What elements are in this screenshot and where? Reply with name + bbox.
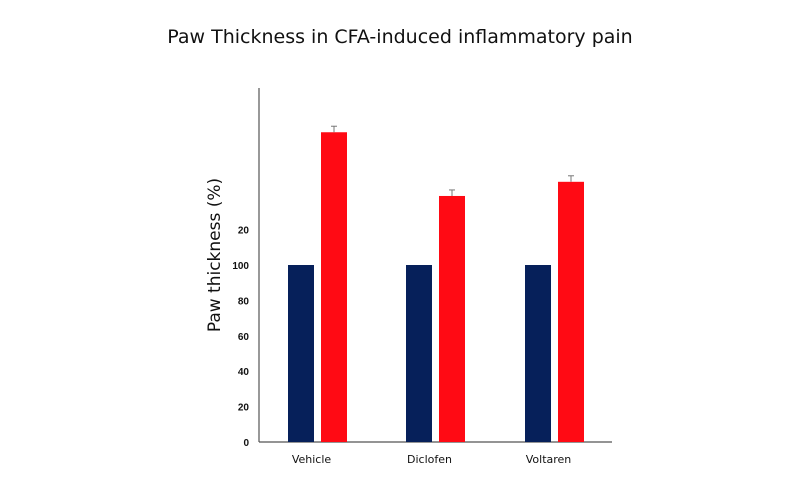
bar-voltaren-series1 [525,265,551,442]
y-tick-label: 20 [238,226,250,237]
bar-vehicle-series2 [321,132,347,442]
y-tick-label: 100 [232,261,249,272]
bar-diclofen-series1 [406,265,432,442]
x-tick-label-voltaren: Voltaren [526,453,572,466]
x-tick-label-diclofen: Diclofen [407,453,452,466]
y-tick-label: 80 [238,296,250,307]
y-tick-label: 20 [238,403,250,414]
y-tick-label: 0 [243,438,249,449]
bar-vehicle-series1 [288,265,314,442]
y-tick-label: 40 [238,367,250,378]
bar-voltaren-series2 [558,181,584,442]
y-tick-label: 60 [238,332,250,343]
bar-diclofen-series2 [439,195,465,442]
chart-title: Paw Thickness in CFA-induced inflammator… [167,26,633,48]
x-tick-label-vehicle: Vehicle [292,453,332,466]
